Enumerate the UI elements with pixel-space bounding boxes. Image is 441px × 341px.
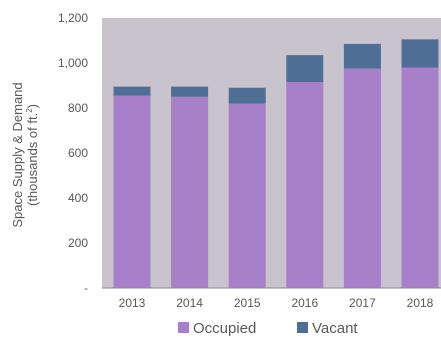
bars-group — [113, 39, 439, 288]
bar-occupied-2018 — [401, 67, 439, 288]
y-tick-label: 200 — [68, 236, 88, 250]
y-tick-label: 600 — [68, 146, 88, 160]
bar-occupied-2015 — [228, 103, 266, 288]
bar-vacant-2014 — [171, 86, 209, 97]
bar-vacant-2017 — [343, 43, 381, 69]
y-tick-label: - — [84, 281, 88, 295]
bar-occupied-2017 — [343, 68, 381, 288]
y-tick-label: 800 — [68, 101, 88, 115]
y-tick-label: 1,000 — [58, 56, 88, 70]
legend-swatch-vacant — [297, 322, 308, 333]
bar-vacant-2016 — [286, 55, 324, 83]
y-tick-labels: - 200 400 600 800 1,000 1,200 — [58, 11, 88, 295]
bar-occupied-2013 — [113, 95, 151, 288]
x-tick-label: 2015 — [234, 296, 261, 310]
x-tick-label: 2013 — [119, 296, 146, 310]
y-tick-label: 1,200 — [58, 11, 88, 25]
legend: Occupied Vacant — [178, 320, 358, 337]
legend-label-occupied: Occupied — [193, 320, 256, 337]
bar-vacant-2015 — [228, 87, 266, 104]
x-tick-labels: 2013 2014 2015 2016 2017 2018 — [119, 296, 434, 310]
x-tick-label: 2014 — [176, 296, 203, 310]
bar-occupied-2014 — [171, 96, 209, 288]
plot-area — [102, 18, 441, 288]
y-axis-units: (thousands of ft.2) — [25, 104, 40, 206]
x-tick-label: 2017 — [349, 296, 376, 310]
legend-label-vacant: Vacant — [312, 320, 358, 337]
bar-vacant-2013 — [113, 86, 151, 96]
x-tick-label: 2018 — [407, 296, 434, 310]
bar-occupied-2016 — [286, 82, 324, 288]
x-tick-label: 2016 — [291, 296, 318, 310]
legend-swatch-occupied — [178, 322, 189, 333]
y-axis-title: Space Supply & Demand (thousands of ft.2… — [10, 82, 40, 227]
y-tick-label: 400 — [68, 191, 88, 205]
y-axis-label: Space Supply & Demand — [10, 82, 25, 227]
bar-vacant-2018 — [401, 39, 439, 68]
